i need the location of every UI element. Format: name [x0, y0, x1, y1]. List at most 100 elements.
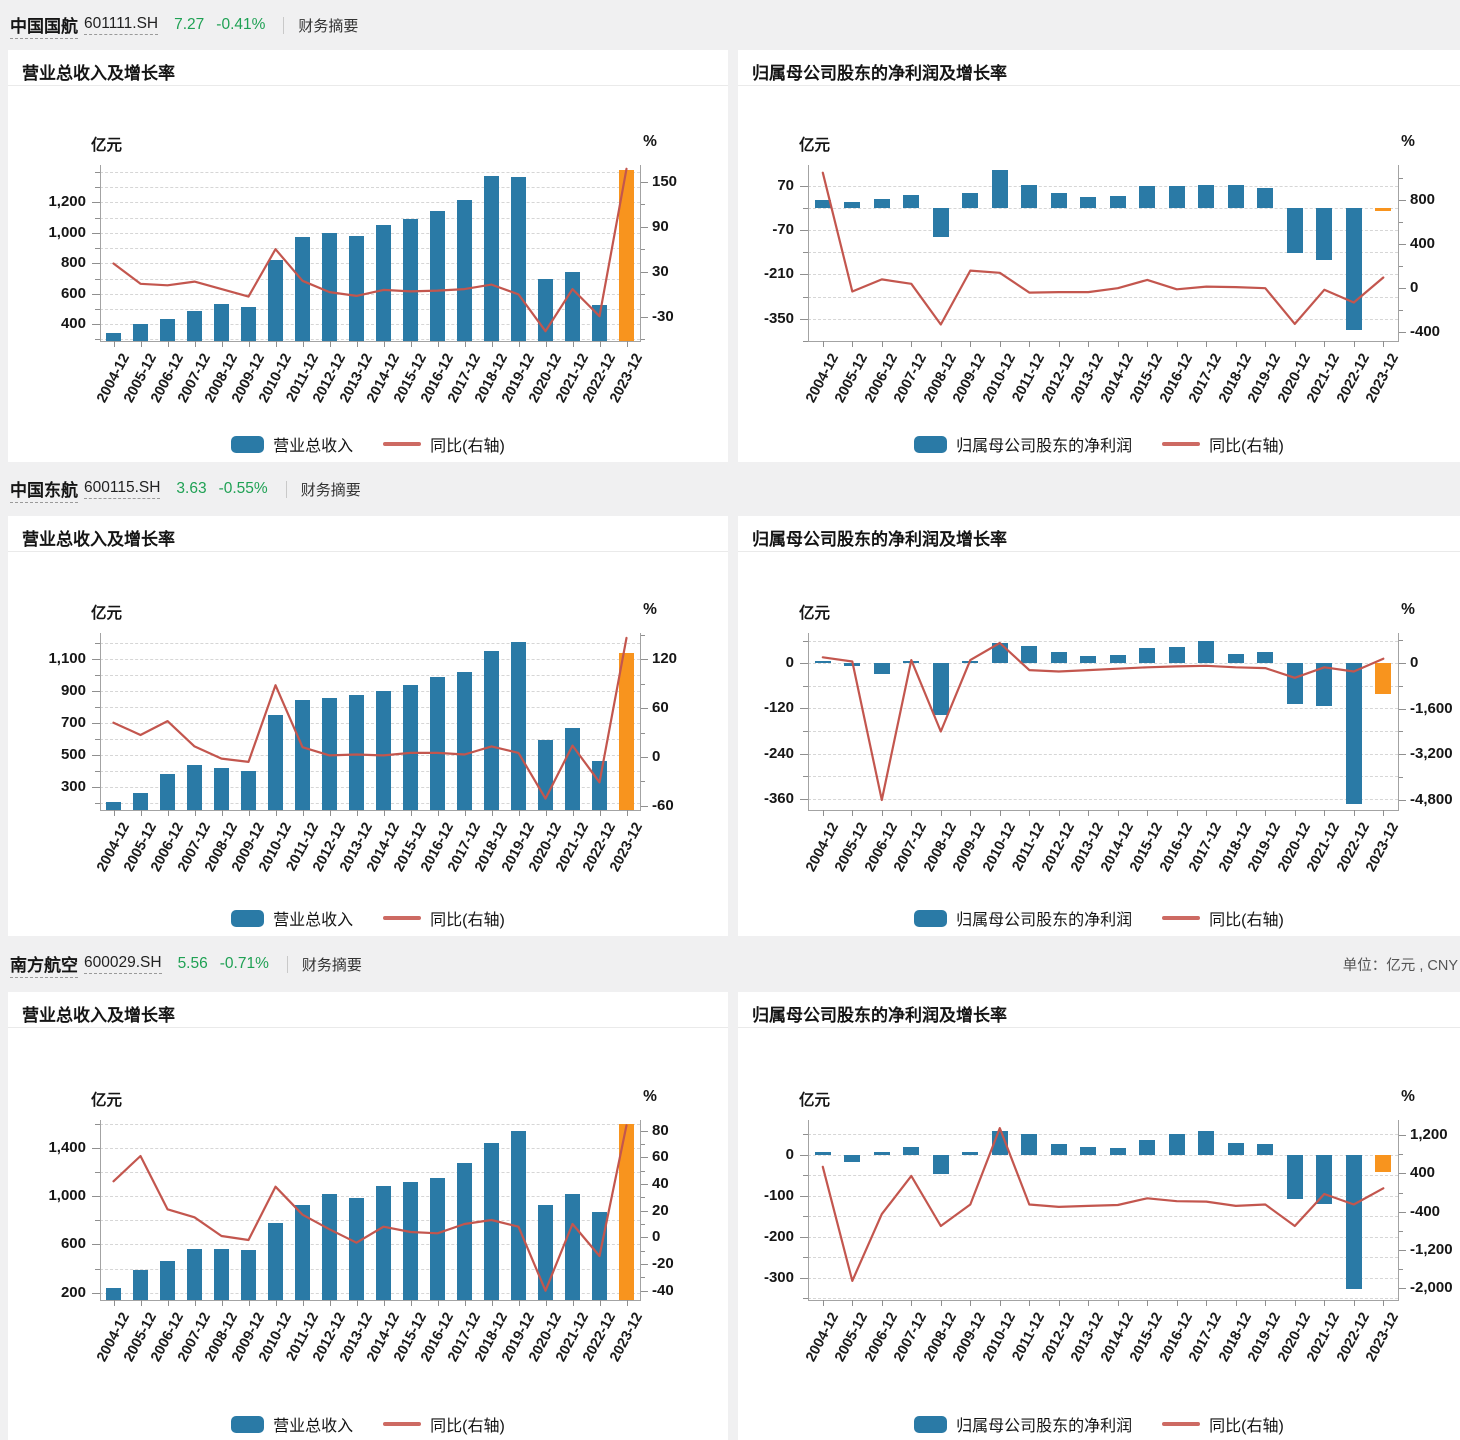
bar-2009-12[interactable]: [241, 307, 256, 341]
bar-2006-12[interactable]: [160, 318, 175, 341]
bar-2004-12[interactable]: [106, 801, 121, 810]
bar-2014-12[interactable]: [1110, 195, 1126, 208]
bar-2010-12[interactable]: [268, 260, 283, 341]
bar-2006-12[interactable]: [874, 663, 890, 674]
bar-2012-12[interactable]: [1051, 652, 1067, 664]
bar-2017-12[interactable]: [457, 200, 472, 341]
bar-2013-12[interactable]: [1080, 1147, 1096, 1155]
bar-2021-12[interactable]: [565, 271, 580, 341]
bar-2006-12[interactable]: [874, 198, 890, 208]
bar-2017-12[interactable]: [1198, 1130, 1214, 1155]
bar-2005-12[interactable]: [133, 324, 148, 341]
bar-2015-12[interactable]: [403, 1182, 418, 1300]
bar-2014-12[interactable]: [1110, 1147, 1126, 1155]
bar-2004-12[interactable]: [815, 200, 831, 208]
bar-2018-12[interactable]: [1228, 654, 1244, 664]
legend-item-bars[interactable]: 营业总收入: [231, 432, 353, 456]
bar-2013-12[interactable]: [349, 235, 364, 341]
bar-2008-12[interactable]: [933, 207, 949, 238]
bar-2009-12[interactable]: [241, 1249, 256, 1300]
bar-2012-12[interactable]: [322, 1194, 337, 1300]
bar-2004-12[interactable]: [815, 1151, 831, 1155]
financial-summary-link[interactable]: 财务摘要: [298, 17, 359, 35]
bar-2018-12[interactable]: [484, 651, 499, 810]
revenue-chart-canvas[interactable]: 亿元% 400 600 800 1,000 1,200 -30 30 90 150 2004-12 2…: [8, 87, 728, 462]
bar-2023-12[interactable]: [1375, 207, 1391, 211]
bar-2007-12[interactable]: [187, 765, 202, 810]
financial-summary-link[interactable]: 财务摘要: [301, 956, 362, 974]
bar-2007-12[interactable]: [903, 1146, 919, 1155]
bar-2004-12[interactable]: [106, 333, 121, 341]
bar-2018-12[interactable]: [484, 1143, 499, 1300]
bar-2007-12[interactable]: [903, 195, 919, 208]
stock-code-link[interactable]: 601111.SH: [84, 15, 159, 35]
bar-2023-12[interactable]: [1375, 663, 1391, 694]
profit-chart-canvas[interactable]: 亿元% -360 -240 -120 0 -4,800 -3,200 -1,600 0 2004-…: [738, 553, 1460, 936]
bar-2007-12[interactable]: [187, 1249, 202, 1300]
bar-2018-12[interactable]: [1228, 1142, 1244, 1155]
bar-2011-12[interactable]: [1021, 1133, 1037, 1155]
yoy-line[interactable]: [808, 633, 1398, 810]
legend-item-line[interactable]: 同比(右轴): [383, 1412, 505, 1436]
bar-2015-12[interactable]: [403, 684, 418, 810]
bar-2005-12[interactable]: [844, 202, 860, 208]
bar-2015-12[interactable]: [1139, 1139, 1155, 1155]
stock-name-link[interactable]: 中国东航: [10, 476, 78, 503]
bar-2016-12[interactable]: [430, 211, 445, 341]
bar-2005-12[interactable]: [133, 792, 148, 810]
bar-2015-12[interactable]: [1139, 648, 1155, 664]
bar-2005-12[interactable]: [133, 1269, 148, 1300]
bar-2015-12[interactable]: [403, 219, 418, 341]
bar-2023-12[interactable]: [1375, 1154, 1391, 1172]
bar-2013-12[interactable]: [349, 694, 364, 810]
bar-2008-12[interactable]: [933, 663, 949, 716]
bar-2014-12[interactable]: [376, 690, 391, 810]
bar-2023-12[interactable]: [619, 652, 634, 810]
bar-2008-12[interactable]: [214, 767, 229, 810]
stock-code-link[interactable]: 600029.SH: [84, 954, 162, 974]
bar-2023-12[interactable]: [619, 170, 634, 341]
bar-2021-12[interactable]: [1316, 1154, 1332, 1205]
bar-2017-12[interactable]: [457, 671, 472, 810]
bar-2017-12[interactable]: [457, 1163, 472, 1300]
yoy-line[interactable]: [100, 165, 640, 341]
bar-2007-12[interactable]: [187, 310, 202, 341]
yoy-line[interactable]: [100, 633, 640, 810]
bar-2011-12[interactable]: [295, 1205, 310, 1300]
bar-2013-12[interactable]: [1080, 197, 1096, 208]
bar-2022-12[interactable]: [1346, 663, 1362, 804]
bar-2016-12[interactable]: [430, 1178, 445, 1300]
bar-2021-12[interactable]: [1316, 207, 1332, 261]
revenue-chart-canvas[interactable]: 亿元% 300 500 700 900 1,100 -60 0 60 120 2004-12 2005…: [8, 553, 728, 936]
bar-2009-12[interactable]: [962, 192, 978, 208]
bar-2010-12[interactable]: [268, 714, 283, 810]
stock-code-link[interactable]: 600115.SH: [84, 479, 161, 499]
bar-2008-12[interactable]: [214, 1248, 229, 1300]
bar-2014-12[interactable]: [1110, 654, 1126, 664]
bar-2009-12[interactable]: [241, 770, 256, 810]
bar-2015-12[interactable]: [1139, 186, 1155, 208]
stock-name-link[interactable]: 中国国航: [10, 12, 78, 39]
bar-2018-12[interactable]: [1228, 184, 1244, 208]
bar-2019-12[interactable]: [1257, 1144, 1273, 1155]
bar-2016-12[interactable]: [1169, 647, 1185, 664]
bar-2010-12[interactable]: [992, 169, 1008, 208]
legend-item-line[interactable]: 同比(右轴): [383, 432, 505, 456]
bar-2005-12[interactable]: [844, 1154, 860, 1163]
bar-2011-12[interactable]: [1021, 645, 1037, 664]
bar-2012-12[interactable]: [322, 697, 337, 810]
profit-chart-canvas[interactable]: 亿元% -300 -200 -100 0 -2,000 -1,200 -400 400 1,200…: [738, 1029, 1460, 1440]
bar-2012-12[interactable]: [322, 232, 337, 341]
yoy-line[interactable]: [808, 165, 1398, 341]
yoy-line[interactable]: [100, 1120, 640, 1300]
revenue-chart-canvas[interactable]: 亿元% 200 600 1,000 1,400 -40 -20 0 20 40 60 80 2004-1…: [8, 1029, 728, 1440]
bar-2019-12[interactable]: [1257, 652, 1273, 664]
bar-2021-12[interactable]: [565, 1194, 580, 1300]
bar-2020-12[interactable]: [1287, 207, 1303, 254]
bar-2011-12[interactable]: [1021, 185, 1037, 208]
bar-2011-12[interactable]: [295, 700, 310, 810]
bar-2021-12[interactable]: [565, 727, 580, 810]
bar-2016-12[interactable]: [1169, 186, 1185, 208]
bar-2014-12[interactable]: [376, 1186, 391, 1300]
bar-2008-12[interactable]: [214, 304, 229, 341]
